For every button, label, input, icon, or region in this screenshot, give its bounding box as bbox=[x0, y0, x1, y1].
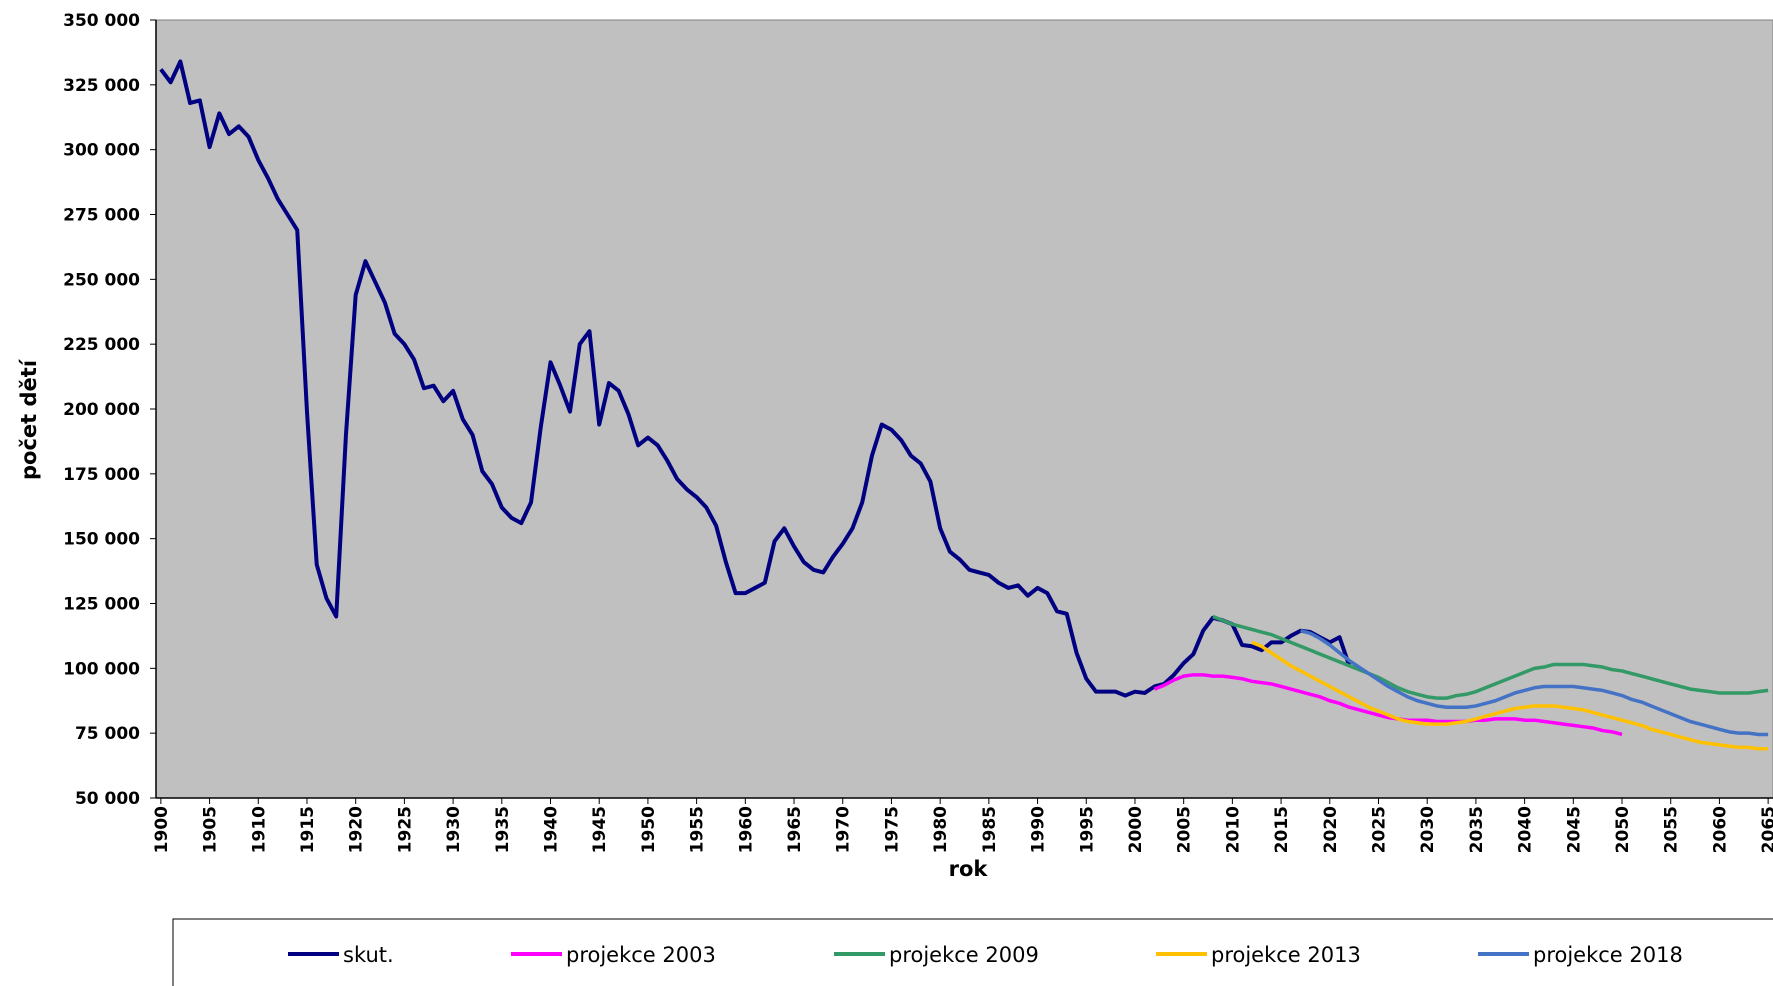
x-tick-label: 2015 bbox=[1272, 806, 1292, 853]
y-tick-label: 75 000 bbox=[75, 724, 140, 744]
legend-label: projekce 2013 bbox=[1211, 943, 1361, 967]
x-tick-label: 1985 bbox=[980, 806, 1000, 853]
legend-label: projekce 2009 bbox=[889, 943, 1039, 967]
x-tick-label: 2030 bbox=[1418, 806, 1438, 853]
x-tick-label: 2035 bbox=[1467, 806, 1487, 853]
x-tick-label: 1920 bbox=[347, 806, 367, 853]
series-line bbox=[1300, 629, 1769, 737]
x-tick-label: 2000 bbox=[1126, 806, 1146, 853]
x-tick-label: 1995 bbox=[1077, 806, 1097, 853]
legend-label: projekce 2003 bbox=[566, 943, 716, 967]
x-tick-label: 2040 bbox=[1516, 806, 1536, 853]
y-tick-label: 200 000 bbox=[63, 400, 140, 420]
x-tick-label: 1990 bbox=[1029, 806, 1049, 853]
y-tick-label: 50 000 bbox=[75, 789, 140, 809]
x-tick-label: 2020 bbox=[1321, 806, 1341, 853]
x-tick-label: 1980 bbox=[931, 806, 951, 853]
x-tick-label: 1900 bbox=[152, 806, 172, 853]
x-axis-title: rok bbox=[949, 857, 989, 881]
y-tick-label: 250 000 bbox=[63, 270, 140, 290]
x-tick-label: 1940 bbox=[542, 806, 562, 853]
x-tick-label: 1935 bbox=[493, 806, 513, 853]
x-tick-label: 1945 bbox=[590, 806, 610, 853]
x-tick-label: 2055 bbox=[1662, 806, 1682, 853]
x-tick-label: 1915 bbox=[298, 806, 318, 853]
x-tick-label: 1905 bbox=[201, 806, 221, 853]
y-tick-label: 350 000 bbox=[63, 11, 140, 31]
x-tick-label: 1930 bbox=[444, 806, 464, 853]
plot-area bbox=[155, 19, 1773, 799]
y-tick-label: 300 000 bbox=[63, 141, 140, 161]
x-tick-label: 2060 bbox=[1710, 806, 1730, 853]
y-tick-label: 150 000 bbox=[63, 530, 140, 550]
y-tick-label: 175 000 bbox=[63, 465, 140, 485]
y-tick-label: 325 000 bbox=[63, 76, 140, 96]
x-tick-label: 2050 bbox=[1613, 806, 1633, 853]
y-tick-label: 275 000 bbox=[63, 206, 140, 226]
x-tick-label: 2005 bbox=[1175, 806, 1195, 853]
x-tick-label: 1965 bbox=[785, 806, 805, 853]
x-tick-label: 2010 bbox=[1223, 806, 1243, 853]
y-tick-label: 100 000 bbox=[63, 659, 140, 679]
x-tick-label: 1955 bbox=[688, 806, 708, 853]
x-tick-label: 1910 bbox=[249, 806, 269, 853]
x-tick-label: 1975 bbox=[882, 806, 902, 853]
series-line bbox=[1212, 614, 1769, 700]
x-tick-label: 2025 bbox=[1369, 806, 1389, 853]
series-line bbox=[1153, 673, 1623, 737]
series-line bbox=[159, 59, 1352, 698]
legend-label: projekce 2018 bbox=[1533, 943, 1683, 967]
x-tick-label: 1925 bbox=[395, 806, 415, 853]
x-tick-label: 1960 bbox=[736, 806, 756, 853]
y-tick-label: 125 000 bbox=[63, 595, 140, 615]
x-tick-label: 1970 bbox=[834, 806, 854, 853]
x-tick-label: 2065 bbox=[1759, 806, 1773, 853]
series-line bbox=[1251, 640, 1769, 751]
x-tick-label: 1950 bbox=[639, 806, 659, 853]
y-axis-title: počet dětí bbox=[17, 358, 41, 480]
legend-label: skut. bbox=[343, 943, 394, 967]
y-tick-label: 225 000 bbox=[63, 335, 140, 355]
x-tick-label: 2045 bbox=[1564, 806, 1584, 853]
